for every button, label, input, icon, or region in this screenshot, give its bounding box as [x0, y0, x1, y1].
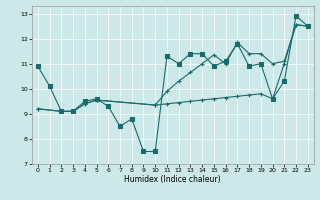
X-axis label: Humidex (Indice chaleur): Humidex (Indice chaleur): [124, 175, 221, 184]
